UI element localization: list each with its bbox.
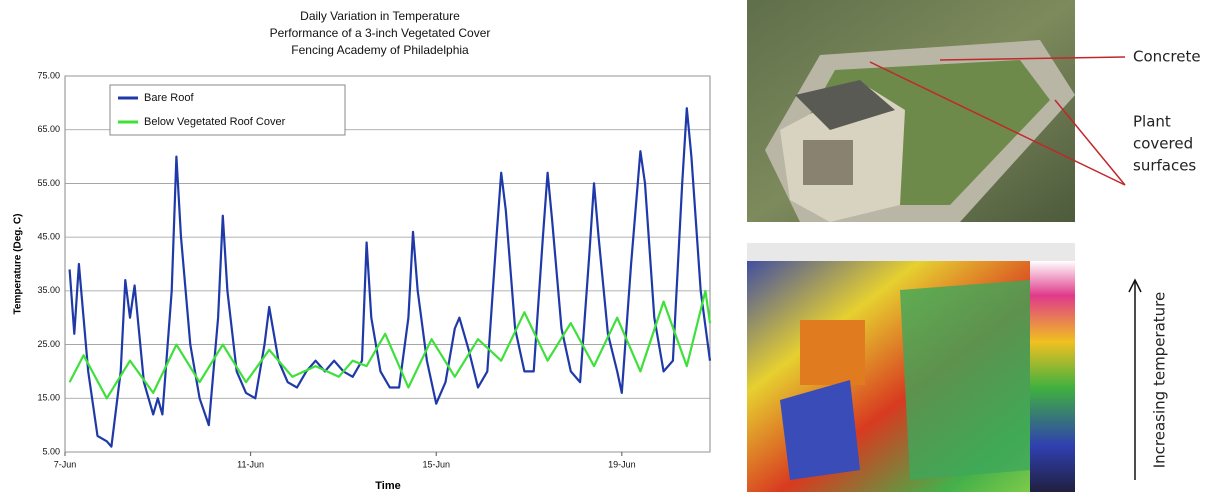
y-axis-label: Temperature (Deg. C) [13, 214, 24, 315]
legend-label: Below Vegetated Roof Cover [144, 116, 286, 128]
y-tick-label: 35.00 [37, 285, 60, 295]
chart-title: Fencing Academy of Philadelphia [291, 43, 469, 57]
y-tick-label: 75.00 [37, 70, 60, 80]
data-line [68, 107, 712, 448]
plant-label: Plant [1133, 113, 1171, 131]
data-line [68, 289, 712, 400]
x-tick-label: 15-Jun [422, 459, 450, 469]
plant-label: covered [1133, 135, 1193, 153]
legend-label: Bare Roof [144, 92, 194, 104]
x-tick-label: 19-Jun [608, 459, 636, 469]
legend-box [109, 84, 346, 136]
thermal-label: Increasing temperature [1151, 292, 1169, 469]
y-tick-label: 15.00 [37, 393, 60, 403]
chart-title: Performance of a 3-inch Vegetated Cover [270, 26, 491, 40]
y-tick-label: 25.00 [37, 339, 60, 349]
plant-label: surfaces [1133, 157, 1196, 175]
y-tick-label: 65.00 [37, 124, 60, 134]
x-axis-label: Time [375, 480, 400, 492]
x-tick-label: 11-Jun [237, 459, 264, 469]
x-tick-label: 7-Jun [54, 459, 77, 469]
chart-title: Daily Variation in Temperature [300, 9, 460, 23]
roof-photo [747, 0, 1075, 222]
thermal-photo [747, 243, 1075, 492]
concrete-label: Concrete [1133, 48, 1201, 66]
y-tick-label: 55.00 [37, 178, 60, 188]
annotation-arrows [869, 56, 1142, 480]
y-tick-label: 5.00 [42, 446, 60, 456]
y-tick-label: 45.00 [37, 232, 60, 242]
